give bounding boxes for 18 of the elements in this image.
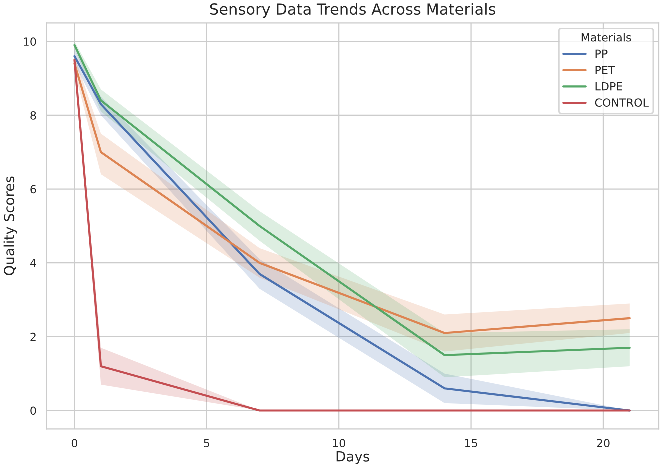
legend-title: Materials <box>582 33 632 42</box>
legend-label: PP <box>596 50 608 58</box>
x-tick-label: 10 <box>333 439 346 448</box>
y-tick-label: 10 <box>24 38 36 46</box>
chart-title: Sensory Data Trends Across Materials <box>210 3 496 18</box>
legend-label: CONTROL <box>595 98 649 108</box>
y-tick-label: 2 <box>30 332 36 342</box>
y-tick-label: 0 <box>30 406 36 416</box>
legend-label: LDPE <box>596 82 622 91</box>
y-tick-label: 4 <box>30 259 36 268</box>
legend-label: PET <box>596 66 616 74</box>
x-tick-label: 20 <box>597 439 610 448</box>
y-tick-label: 8 <box>30 111 36 120</box>
x-tick-label: 15 <box>465 439 478 448</box>
x-tick-label: 0 <box>72 439 78 448</box>
y-tick-label: 6 <box>30 185 36 194</box>
y-axis-title: Quality Scores <box>4 176 18 276</box>
x-tick-label: 5 <box>204 439 210 448</box>
